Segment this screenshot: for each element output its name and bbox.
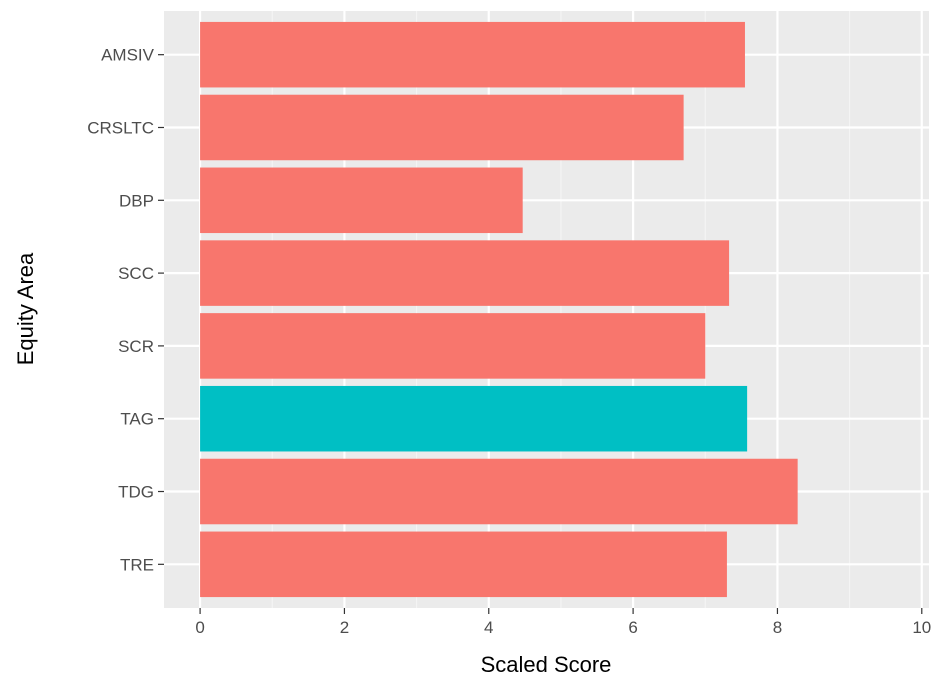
x-axis: 0 2 4 6 8 10	[195, 608, 931, 637]
y-tick-label: AMSIV	[101, 46, 155, 65]
x-axis-title: Scaled Score	[481, 652, 612, 677]
x-tick-label: 4	[484, 618, 493, 637]
bar-tdg	[200, 458, 798, 525]
x-tick-label: 0	[195, 618, 204, 637]
y-tick-label: SCC	[118, 264, 154, 283]
bar-tre	[200, 531, 727, 598]
bar-tag	[200, 385, 748, 452]
y-tick-label: TRE	[120, 555, 154, 574]
x-tick-label: 2	[340, 618, 349, 637]
bars	[200, 21, 798, 598]
y-tick-label: TAG	[120, 410, 154, 429]
y-tick-label: TDG	[118, 483, 154, 502]
bar-dbp	[200, 167, 523, 234]
bar-crsltc	[200, 94, 684, 161]
y-tick-label: DBP	[119, 191, 154, 210]
y-tick-label: SCR	[118, 337, 154, 356]
bar-amsiv	[200, 21, 745, 88]
bar-scc	[200, 240, 730, 306]
x-tick-label: 6	[628, 618, 637, 637]
bar-scr	[200, 313, 706, 379]
y-axis-title: Equity Area	[13, 252, 38, 365]
y-tick-label: CRSLTC	[87, 118, 154, 137]
x-tick-label: 8	[773, 618, 782, 637]
x-tick-label: 10	[912, 618, 931, 637]
y-axis: AMSIV CRSLTC DBP SCC SCR TAG TDG TRE	[87, 46, 164, 574]
